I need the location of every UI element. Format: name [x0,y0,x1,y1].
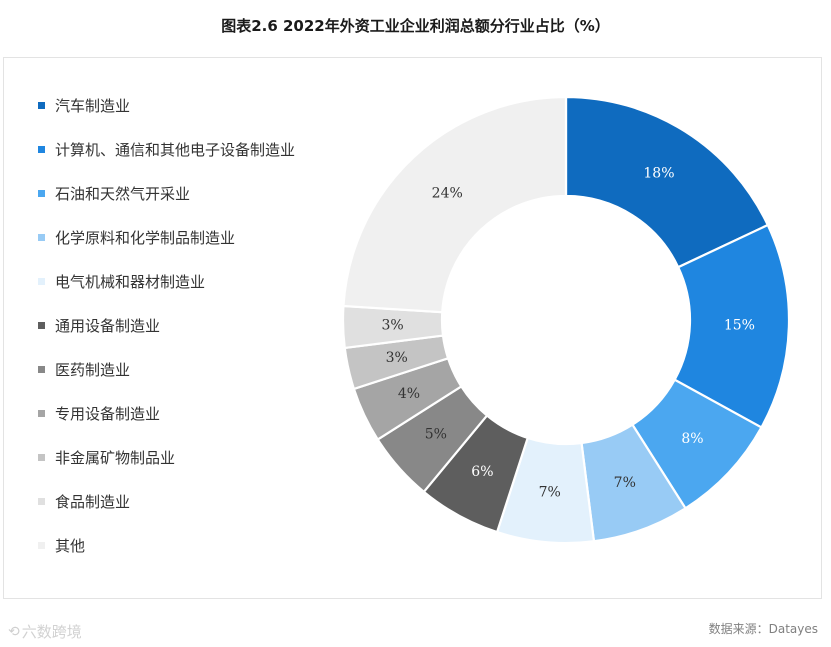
legend-item: 食品制造业 [38,490,295,512]
legend-swatch [38,233,45,241]
legend-item: 专用设备制造业 [38,402,295,424]
slice-value-label: 4% [398,386,420,402]
slice-value-label: 15% [724,317,755,333]
legend-item: 医药制造业 [38,358,295,380]
slice-value-label: 5% [425,427,447,443]
source-note: 数据来源：Datayes [708,622,818,636]
legend-swatch [38,409,45,417]
legend-label: 汽车制造业 [55,96,131,115]
legend-swatch [38,145,45,153]
legend-item: 石油和天然气开采业 [38,182,295,204]
legend-swatch [38,101,45,109]
legend-label: 石油和天然气开采业 [55,184,191,203]
legend-swatch [38,277,45,285]
chart-title: 图表2.6 2022年外资工业企业利润总额分行业占比（%） [221,17,610,35]
legend-label: 非金属矿物制品业 [55,448,176,467]
logo-icon: ⟲ [8,623,20,640]
legend: 汽车制造业计算机、通信和其他电子设备制造业 石油和天然气开采业化学原料和化学制品制… [38,94,295,578]
watermark: ⟲ 六数跨境 [8,621,82,642]
legend-label: 食品制造业 [55,492,131,511]
donut-slice-labels: 18% 15% 8% 7% 7% 6% 5% 4% 3% 3% 24% [381,166,755,501]
donut-slice [564,95,770,269]
watermark-text: 六数跨境 [21,623,82,641]
legend-swatch [38,189,45,197]
legend-swatch [38,541,45,549]
legend-label: 专用设备制造业 [55,404,161,423]
legend-swatch [38,365,45,373]
legend-label: 通用设备制造业 [55,316,161,335]
legend-swatch [38,453,45,461]
slice-value-label: 3% [381,317,403,333]
legend-item: 通用设备制造业 [38,314,295,336]
slice-value-label: 7% [614,475,636,491]
legend-item: 非金属矿物制品业 [38,446,295,468]
legend-item: 其他 [38,534,295,556]
legend-swatch [38,321,45,329]
legend-item: 化学原料和化学制品制造业 [38,226,295,248]
slice-value-label: 18% [643,166,674,182]
legend-item: 汽车制造业 [38,94,295,116]
legend-swatch [38,497,45,505]
legend-label: 计算机、通信和其他电子设备制造业 [55,140,296,159]
legend-label: 其他 [55,536,86,555]
legend-item: 计算机、通信和其他电子设备制造业 [38,138,295,160]
slice-value-label: 3% [386,350,408,366]
donut-slice [342,95,568,314]
legend-label: 电气机械和器材制造业 [55,272,206,291]
donut-slices [341,95,791,545]
slice-value-label: 24% [432,186,463,202]
legend-label: 化学原料和化学制品制造业 [55,228,236,247]
slice-value-label: 6% [471,464,493,480]
legend-label: 医药制造业 [55,360,131,379]
slice-value-label: 8% [681,431,703,447]
slice-value-label: 7% [539,485,561,501]
legend-item: 电气机械和器材制造业 [38,270,295,292]
